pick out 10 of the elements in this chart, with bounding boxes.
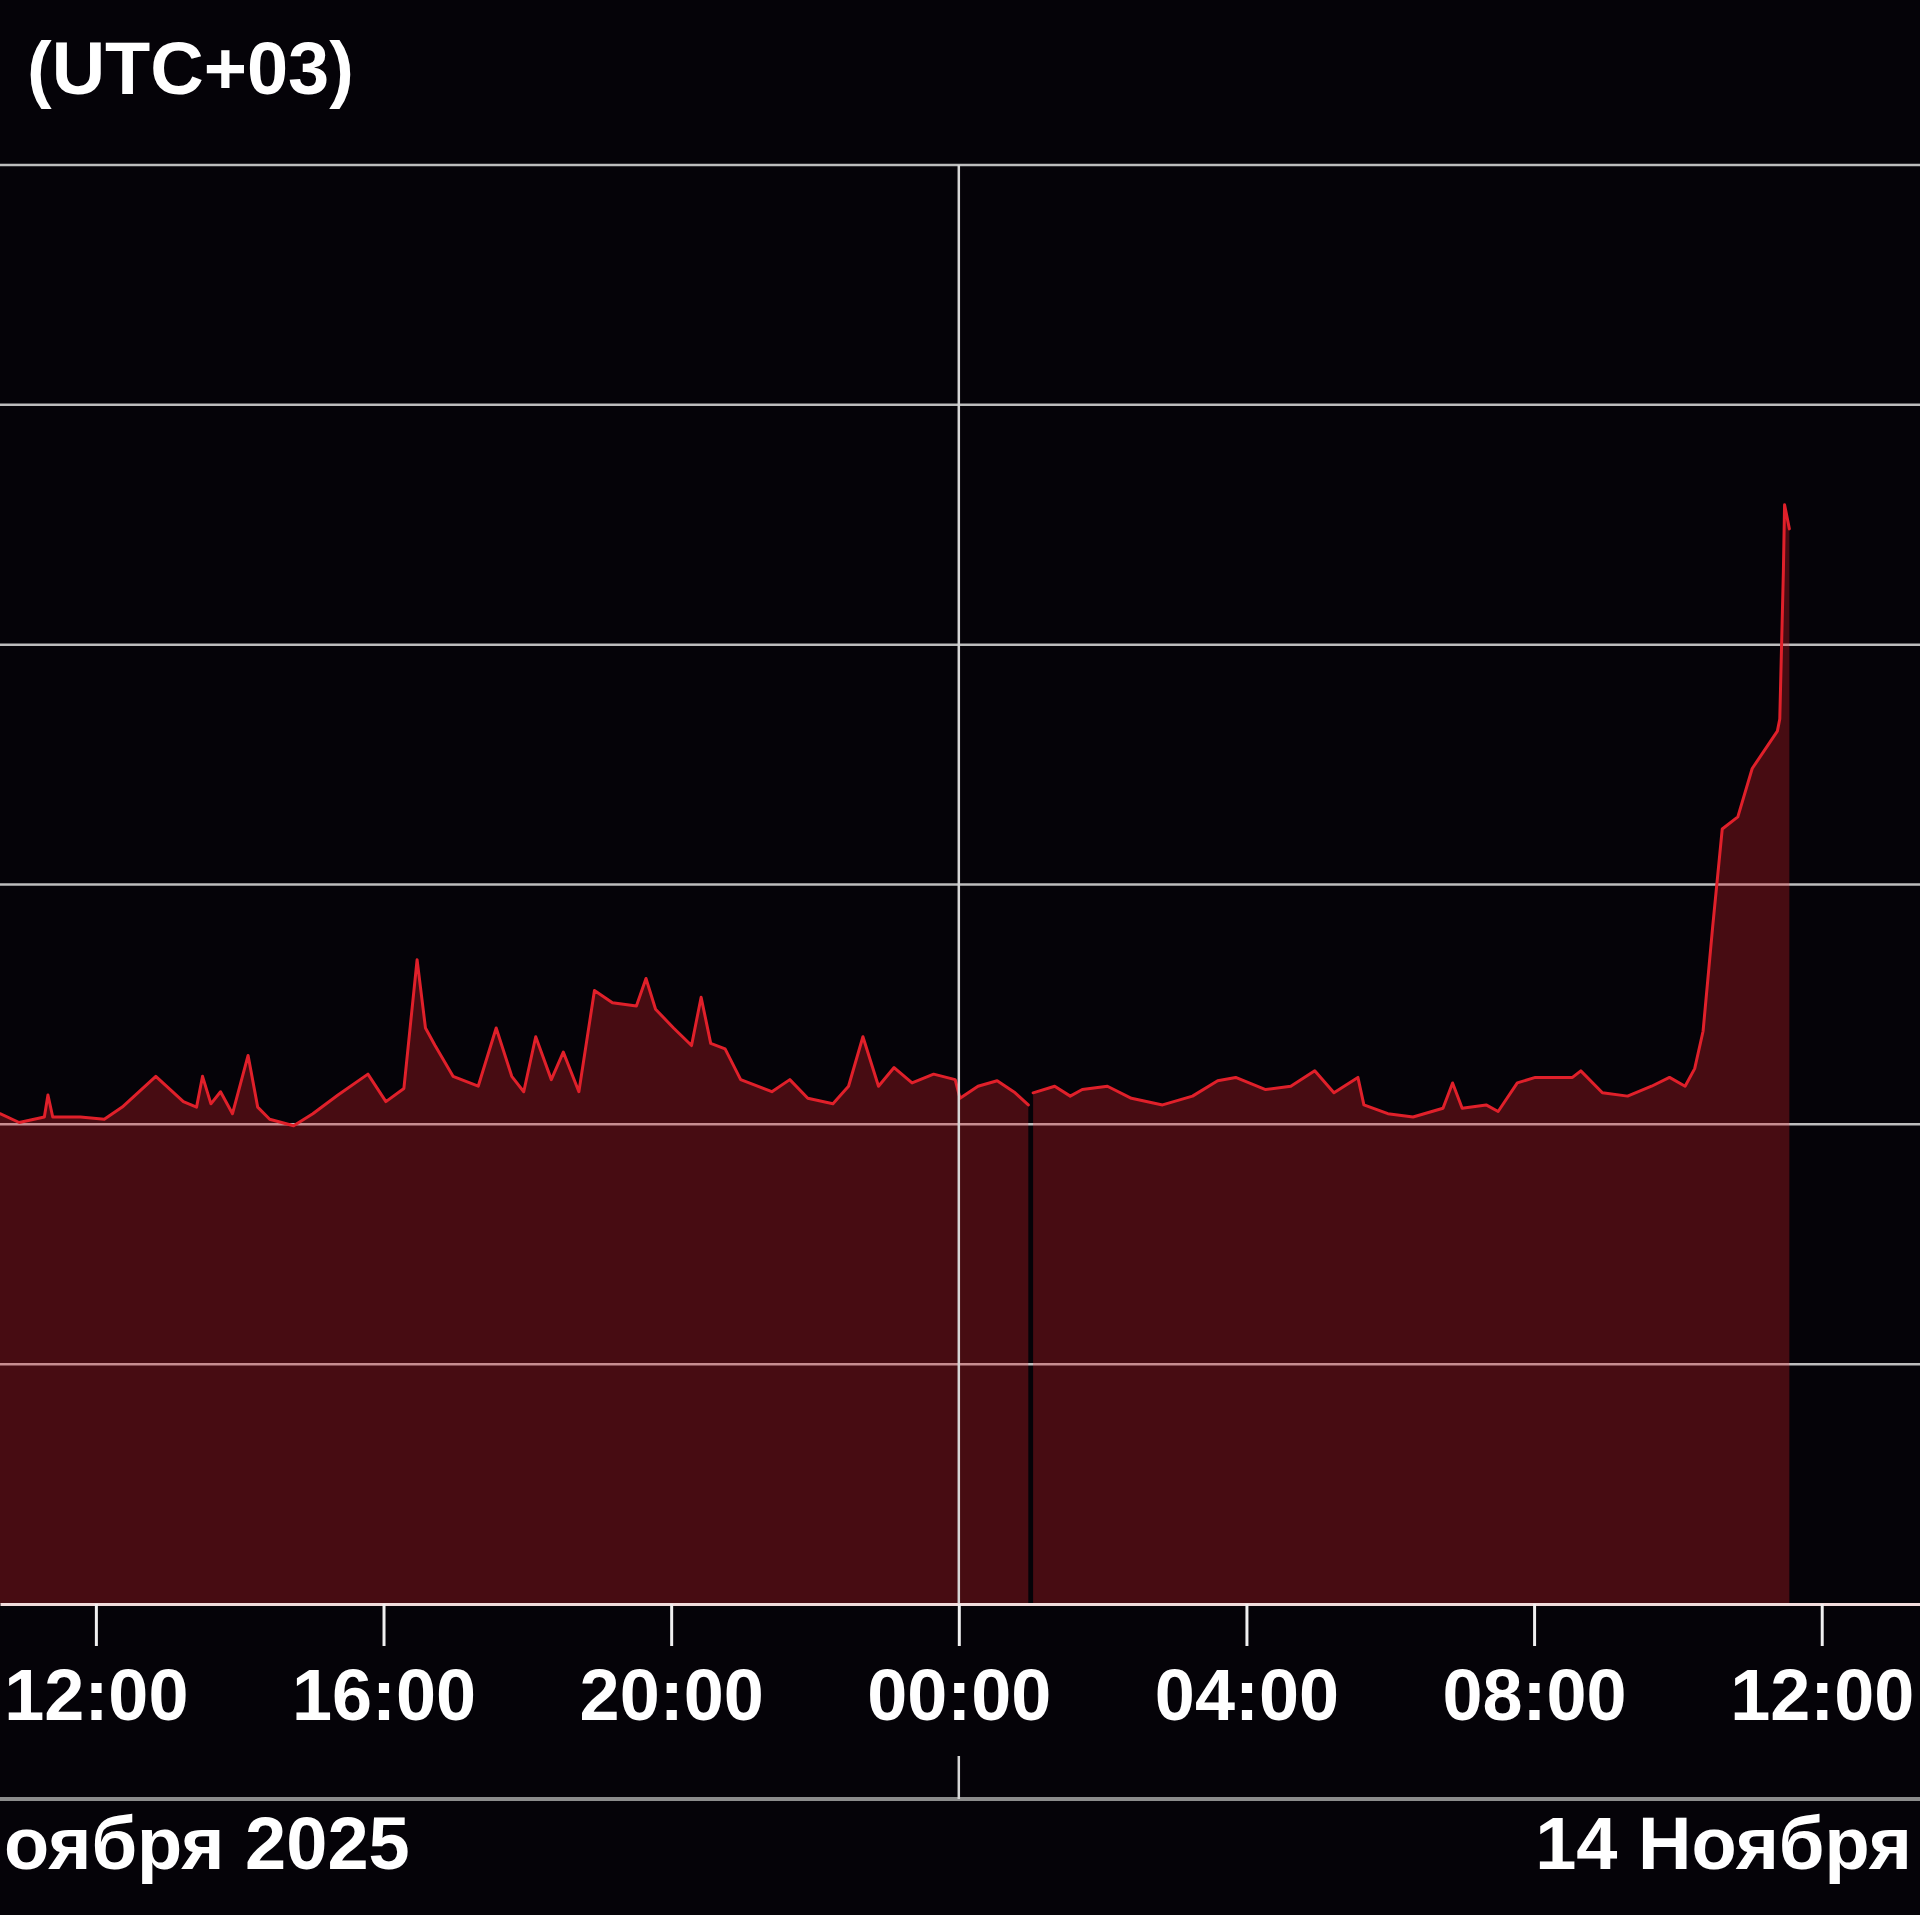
text: 14 Ноября <box>1535 1802 1912 1885</box>
text: оября 2025 <box>4 1802 410 1885</box>
x-tick-label: 08:00 <box>1442 1655 1627 1736</box>
chart-title: (UTC+03) <box>27 27 354 110</box>
x-tick-label: 04:00 <box>1154 1655 1340 1736</box>
x-tick-label: 00:00 <box>867 1655 1052 1736</box>
x-tick-label: 20:00 <box>579 1655 764 1736</box>
x-tick-label: 12:00 <box>1730 1655 1915 1736</box>
x-tick-label: 12:00 <box>4 1655 189 1736</box>
x-tick-label: 16:00 <box>291 1655 477 1736</box>
